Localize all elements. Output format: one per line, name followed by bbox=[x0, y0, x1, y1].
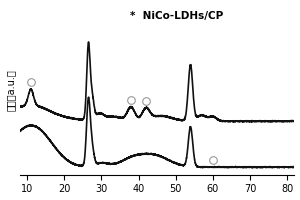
Text: *  NiCo-LDHs/CP: * NiCo-LDHs/CP bbox=[130, 11, 223, 21]
Y-axis label: 強度（a.u.）: 強度（a.u.） bbox=[6, 69, 16, 111]
